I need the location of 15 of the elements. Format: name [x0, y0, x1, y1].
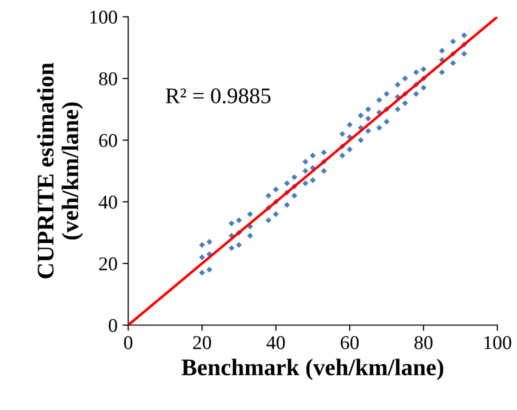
y-tick-label: 0	[108, 318, 118, 332]
y-tick-label: 80	[99, 72, 118, 86]
x-tick-label: 0	[124, 336, 132, 350]
x-tick-label: 100	[484, 336, 512, 350]
y-tick-label: 40	[98, 196, 118, 209]
x-tick-label: 80	[414, 336, 433, 350]
x-tick-label: 20	[193, 336, 212, 350]
annotation: R² = 0.9885	[166, 88, 270, 104]
y-axis-title: CUPRITE estimation (veh/km/lane)	[36, 62, 84, 278]
y-tick-label: 100	[90, 10, 118, 24]
y-tick-label: 60	[99, 134, 118, 148]
x-tick-label: 60	[340, 336, 359, 350]
x-axis-title: Benchmark (veh/km/lane)	[182, 358, 444, 380]
y-tick-label: 20	[99, 257, 118, 270]
x-tick-label: 40	[266, 336, 285, 350]
